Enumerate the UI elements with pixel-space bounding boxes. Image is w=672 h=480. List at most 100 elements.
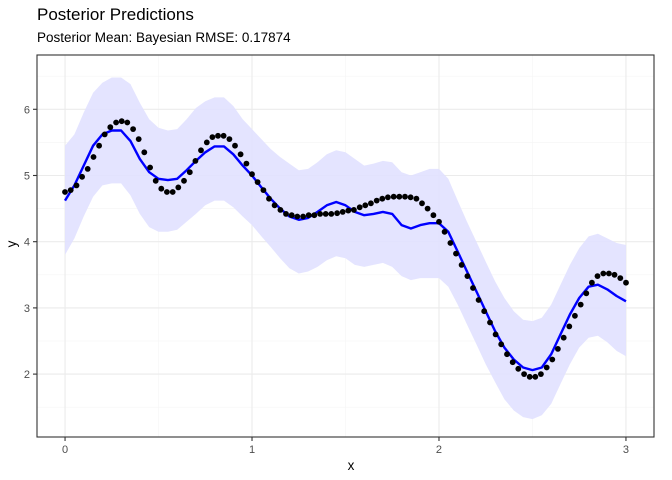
data-point xyxy=(538,371,544,377)
data-point xyxy=(549,356,556,363)
data-point xyxy=(385,194,391,201)
data-point xyxy=(254,179,261,186)
data-point xyxy=(84,166,91,172)
posterior-mean-line xyxy=(63,129,627,372)
data-point xyxy=(300,213,306,220)
x-tick-label: 2 xyxy=(436,444,442,456)
data-point xyxy=(521,371,527,377)
data-point xyxy=(101,131,108,138)
data-point xyxy=(617,275,624,281)
credible-band xyxy=(65,77,626,420)
data-point xyxy=(492,331,499,338)
data-point xyxy=(407,194,414,201)
data-point xyxy=(532,373,539,380)
data-point xyxy=(203,139,210,146)
data-point xyxy=(215,132,221,139)
data-point xyxy=(413,195,420,202)
data-point xyxy=(600,270,607,277)
data-point xyxy=(611,271,618,278)
data-point xyxy=(73,182,80,189)
data-point xyxy=(237,151,244,158)
panel-frame xyxy=(36,54,655,438)
data-point xyxy=(606,270,612,277)
mean-line xyxy=(63,129,627,372)
observed-points xyxy=(62,118,629,380)
data-point xyxy=(164,189,170,195)
y-axis-title: y xyxy=(4,240,19,247)
data-point xyxy=(339,209,346,215)
data-point xyxy=(402,193,408,200)
data-point xyxy=(317,211,323,217)
data-point xyxy=(594,273,601,279)
data-point xyxy=(430,212,437,219)
data-point xyxy=(124,119,131,126)
data-point xyxy=(209,134,216,141)
y-axis-ticks: 2 3 4 5 6 xyxy=(24,104,37,381)
data-point xyxy=(368,200,374,207)
data-point xyxy=(453,250,459,257)
data-point xyxy=(169,189,176,195)
data-point xyxy=(192,158,199,164)
y-tick-label: 5 xyxy=(24,170,30,182)
data-point xyxy=(328,211,335,217)
data-point xyxy=(135,136,142,143)
data-point xyxy=(266,195,272,202)
data-point xyxy=(481,308,488,315)
data-point xyxy=(441,228,448,235)
chart-title: Posterior Predictions xyxy=(37,5,194,24)
data-point xyxy=(509,359,516,366)
data-point xyxy=(379,195,386,202)
data-point xyxy=(543,364,550,371)
data-point xyxy=(90,154,97,160)
data-point xyxy=(277,207,284,213)
data-point xyxy=(566,323,573,330)
data-point xyxy=(436,218,442,225)
data-point xyxy=(113,119,119,126)
data-point xyxy=(498,341,505,348)
data-point xyxy=(232,142,238,149)
data-point xyxy=(67,187,74,194)
data-point xyxy=(334,210,340,217)
data-point xyxy=(424,205,431,212)
data-point xyxy=(345,207,352,214)
data-point xyxy=(623,279,629,286)
data-point xyxy=(351,207,357,213)
data-point xyxy=(390,193,397,200)
data-point xyxy=(322,211,329,217)
data-point xyxy=(288,212,295,219)
data-point xyxy=(504,351,510,358)
data-point xyxy=(158,185,165,192)
data-point xyxy=(555,346,561,352)
data-point xyxy=(589,279,595,286)
data-point xyxy=(226,136,233,143)
data-point xyxy=(249,171,255,178)
data-point xyxy=(79,173,85,180)
data-point xyxy=(96,142,102,149)
data-point xyxy=(294,213,301,220)
data-point xyxy=(243,160,250,167)
y-tick-label: 2 xyxy=(24,369,30,381)
y-tick-label: 4 xyxy=(24,237,30,249)
data-point xyxy=(362,202,369,209)
data-point xyxy=(577,301,584,308)
data-point xyxy=(572,312,578,319)
data-point xyxy=(175,184,182,191)
data-point xyxy=(396,193,403,200)
data-point xyxy=(311,212,318,219)
data-point xyxy=(181,177,187,184)
data-point xyxy=(62,189,68,195)
data-point xyxy=(260,187,267,194)
data-point xyxy=(458,262,465,268)
data-point xyxy=(526,373,533,380)
data-point xyxy=(141,149,148,156)
data-point xyxy=(220,132,227,139)
data-point xyxy=(305,212,312,219)
credible-interval-band xyxy=(65,77,626,420)
data-point xyxy=(130,126,137,132)
data-point xyxy=(487,319,493,326)
data-point xyxy=(515,365,522,372)
data-point xyxy=(118,118,125,125)
data-point xyxy=(271,202,278,209)
y-tick-label: 6 xyxy=(24,104,30,116)
data-point xyxy=(560,334,567,341)
